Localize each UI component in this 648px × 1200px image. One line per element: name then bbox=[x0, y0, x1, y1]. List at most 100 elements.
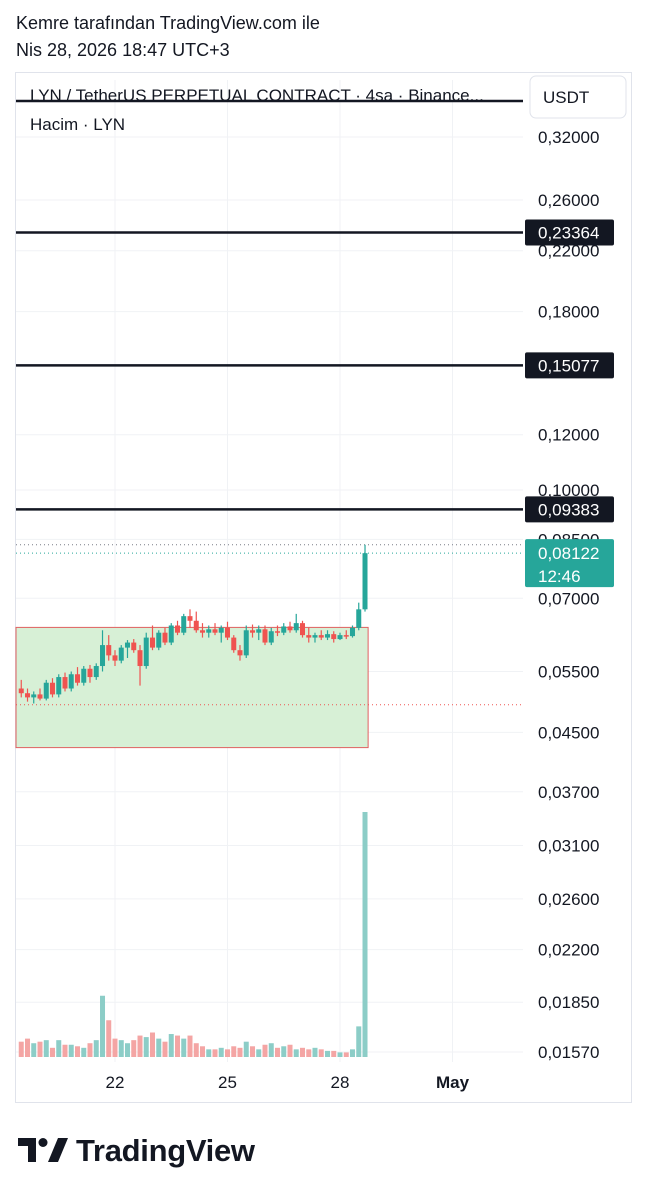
candle-body bbox=[81, 668, 87, 683]
volume-bar bbox=[156, 1038, 162, 1057]
volume-bar bbox=[331, 1050, 337, 1057]
level-price-tag bbox=[525, 352, 614, 379]
last-price-tag bbox=[525, 539, 614, 588]
candle-body bbox=[349, 627, 355, 637]
candle-body bbox=[156, 632, 162, 648]
candle-body bbox=[237, 650, 243, 656]
price-tick-label: 0,05500 bbox=[538, 662, 599, 681]
x-tick-label: 28 bbox=[331, 1073, 350, 1092]
price-tick-label: 0,22000 bbox=[538, 242, 599, 261]
candle-body bbox=[43, 682, 49, 699]
author-caption: Kemre tarafından TradingView.com ile bbox=[16, 13, 320, 33]
x-tick-label: 25 bbox=[218, 1073, 237, 1092]
candle-body bbox=[106, 645, 112, 656]
volume-bar bbox=[237, 1047, 243, 1057]
volume-bar bbox=[106, 1020, 112, 1057]
candle-body bbox=[25, 693, 31, 698]
volume-bar bbox=[37, 1041, 43, 1057]
volume-bar bbox=[337, 1052, 343, 1057]
level-price-tag bbox=[525, 219, 614, 246]
volume-bar bbox=[62, 1044, 68, 1057]
volume-bar bbox=[325, 1050, 331, 1057]
candle-body bbox=[212, 629, 218, 633]
price-tick-label: 0,18000 bbox=[538, 303, 599, 322]
candle-body bbox=[31, 694, 37, 698]
candle-body bbox=[256, 629, 262, 633]
volume-bar bbox=[250, 1046, 256, 1057]
price-tick-label: 0,32000 bbox=[538, 128, 599, 147]
volume-bar bbox=[206, 1049, 212, 1057]
candle-body bbox=[293, 623, 299, 631]
candle-body bbox=[181, 616, 187, 633]
price-tick-label: 0,02600 bbox=[538, 890, 599, 909]
candle-body bbox=[168, 625, 174, 643]
candle-body bbox=[325, 634, 331, 638]
candle-body bbox=[231, 637, 237, 651]
volume-bar bbox=[231, 1046, 237, 1057]
candle-body bbox=[112, 655, 118, 661]
volume-bar bbox=[181, 1038, 187, 1057]
volume-bar bbox=[356, 1026, 362, 1057]
candle-body bbox=[62, 677, 68, 689]
candle-body bbox=[250, 630, 256, 633]
candle-body bbox=[100, 645, 106, 667]
currency-selector[interactable] bbox=[529, 75, 627, 119]
price-tick-label: 0,02200 bbox=[538, 941, 599, 960]
volume-bar bbox=[306, 1049, 312, 1057]
level-price-label: 0,23364 bbox=[538, 223, 599, 242]
candle-body bbox=[268, 631, 274, 643]
candle-body bbox=[193, 620, 199, 631]
volume-bar bbox=[25, 1038, 31, 1057]
candle-body bbox=[243, 630, 249, 656]
chart-frame bbox=[15, 72, 632, 1103]
volume-bar bbox=[243, 1041, 249, 1057]
volume-bar bbox=[318, 1049, 324, 1057]
candle-body bbox=[343, 635, 349, 637]
volume-bar bbox=[87, 1043, 93, 1057]
volume-bar bbox=[118, 1040, 124, 1057]
price-tick-label: 0,03100 bbox=[538, 837, 599, 856]
candle-body bbox=[306, 635, 312, 638]
candle-body bbox=[318, 635, 324, 638]
volume-bar bbox=[262, 1044, 268, 1057]
price-tick-label: 0,01850 bbox=[538, 993, 599, 1012]
level-price-label: 0,09383 bbox=[538, 500, 599, 519]
candle-body bbox=[150, 637, 155, 648]
price-tick-label: 0,04500 bbox=[538, 723, 599, 742]
volume-bar bbox=[137, 1035, 143, 1057]
volume-bar bbox=[187, 1035, 193, 1057]
volume-bar bbox=[162, 1041, 168, 1057]
volume-bar bbox=[18, 1041, 24, 1057]
price-tick-label: 0,26000 bbox=[538, 191, 599, 210]
volume-bar bbox=[343, 1052, 349, 1057]
candle-body bbox=[199, 630, 205, 633]
volume-bar bbox=[175, 1035, 181, 1057]
volume-bar bbox=[131, 1040, 137, 1057]
candle-body bbox=[274, 631, 280, 633]
candle-body bbox=[75, 674, 80, 683]
volume-legend: Hacim · LYN bbox=[30, 115, 125, 134]
volume-bar bbox=[349, 1049, 355, 1057]
symbol-legend: LYN / TetherUS PERPETUAL CONTRACT · 4sa … bbox=[30, 86, 484, 105]
volume-bar bbox=[93, 1040, 99, 1057]
volume-bar bbox=[168, 1034, 174, 1057]
candle-body bbox=[337, 635, 343, 640]
volume-bar bbox=[256, 1049, 262, 1057]
volume-bar bbox=[225, 1049, 230, 1057]
volume-bar bbox=[193, 1043, 199, 1057]
candle-body bbox=[225, 627, 230, 638]
volume-bar bbox=[143, 1037, 149, 1057]
volume-bar bbox=[287, 1044, 293, 1057]
candle-body bbox=[93, 666, 99, 678]
tradingview-logo: TradingView bbox=[18, 1133, 255, 1169]
volume-bar bbox=[268, 1043, 274, 1057]
volume-bar bbox=[281, 1046, 287, 1057]
tradingview-wordmark: TradingView bbox=[76, 1133, 255, 1168]
candle-body bbox=[281, 626, 287, 633]
candle-body bbox=[56, 677, 62, 695]
candle-body bbox=[300, 623, 305, 636]
x-tick-label: 22 bbox=[106, 1073, 125, 1092]
candle-body bbox=[131, 642, 137, 651]
x-tick-label: May bbox=[436, 1073, 470, 1092]
